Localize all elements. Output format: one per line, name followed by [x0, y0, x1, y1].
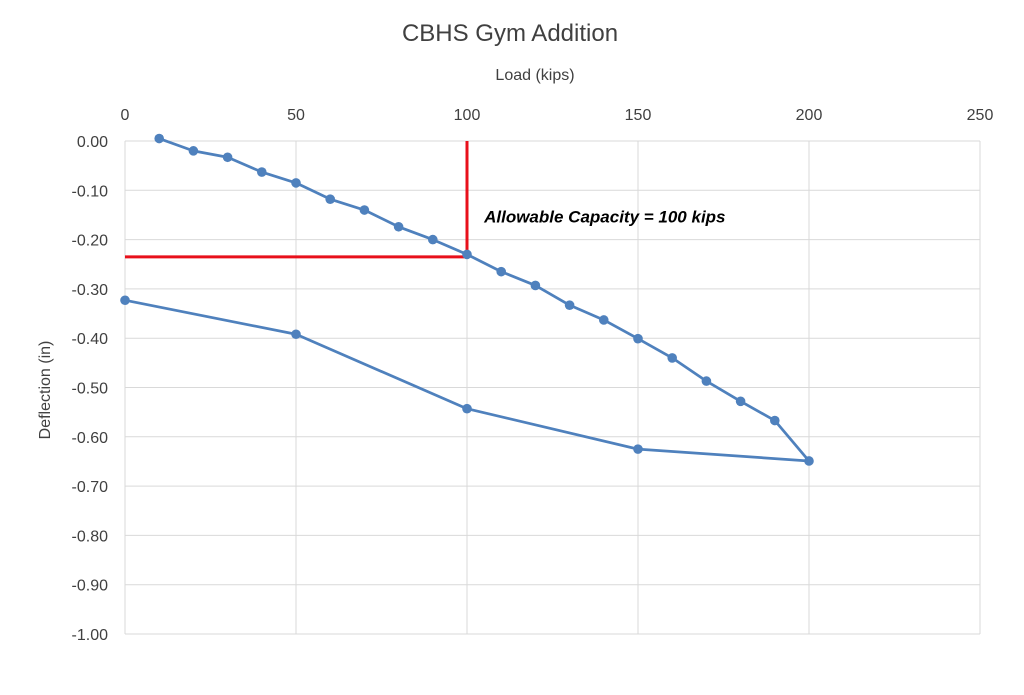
y-tick-label: -0.90 [72, 578, 109, 595]
chart-title: CBHS Gym Addition [402, 20, 618, 47]
data-point [257, 167, 267, 177]
tick-labels: 0 50 100 150 200 250 0.00 -0.10 -0.20 -0.30 -0.40 -… [72, 107, 994, 644]
data-point [530, 280, 541, 291]
data-point [496, 266, 507, 277]
data-point [359, 205, 370, 215]
data-point [599, 315, 609, 325]
data-point [633, 333, 643, 344]
y-tick-label: 0.00 [77, 134, 108, 151]
y-axis-label: Deflection (in) [37, 341, 54, 440]
y-tick-label: -0.10 [72, 183, 109, 200]
data-point [735, 396, 746, 407]
series-line [124, 137, 811, 463]
y-tick-label: -0.60 [72, 430, 109, 447]
data-point [701, 376, 712, 386]
data-point [291, 178, 301, 188]
data-point [804, 456, 814, 466]
x-tick-label: 100 [454, 107, 481, 124]
y-tick-label: -0.70 [72, 479, 109, 496]
y-tick-label: -0.40 [72, 331, 109, 348]
x-tick-label: 200 [796, 107, 823, 124]
data-point [154, 133, 164, 144]
data-point [564, 300, 575, 310]
reference-lines [125, 141, 469, 259]
series-layer [120, 133, 814, 466]
data-point [291, 329, 301, 340]
data-point [462, 249, 472, 260]
x-axis-label: Load (kips) [495, 67, 574, 84]
data-point [222, 152, 233, 163]
x-tick-label: 150 [625, 107, 652, 124]
x-tick-label: 50 [287, 107, 305, 124]
data-point [120, 295, 130, 306]
data-point [428, 234, 438, 245]
y-tick-label: -0.20 [72, 233, 109, 250]
y-tick-label: -0.50 [72, 381, 109, 398]
data-point [667, 353, 677, 363]
y-tick-label: -0.80 [72, 528, 109, 545]
data-point [770, 415, 780, 426]
data-point [462, 403, 472, 414]
grid-lines [124, 140, 981, 635]
x-tick-label: 0 [121, 107, 130, 124]
data-point [325, 194, 336, 204]
allowable-capacity-annotation: Allowable Capacity = 100 kips [483, 207, 725, 226]
data-point [633, 444, 643, 454]
x-tick-label: 250 [967, 107, 994, 124]
y-tick-label: -0.30 [72, 282, 109, 299]
data-point [188, 146, 199, 156]
y-tick-label: -1.00 [72, 627, 109, 644]
data-point [393, 221, 404, 232]
